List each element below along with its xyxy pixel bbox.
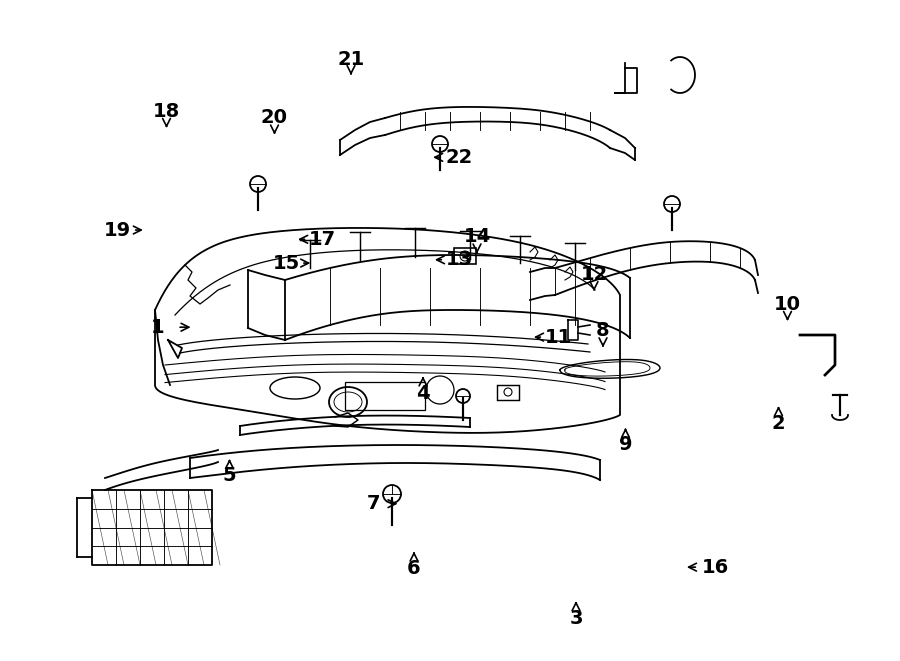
Text: 16: 16 xyxy=(702,558,729,576)
Bar xyxy=(497,385,519,400)
Text: 20: 20 xyxy=(261,108,288,127)
Text: 10: 10 xyxy=(774,295,801,313)
Text: 14: 14 xyxy=(464,227,490,246)
Text: 6: 6 xyxy=(407,559,421,578)
Bar xyxy=(345,382,425,410)
Text: 15: 15 xyxy=(273,254,300,272)
Bar xyxy=(454,248,476,264)
Text: 3: 3 xyxy=(569,609,583,627)
Text: 11: 11 xyxy=(544,328,572,346)
Text: 12: 12 xyxy=(580,265,608,284)
Text: 18: 18 xyxy=(153,102,180,120)
Text: 8: 8 xyxy=(596,321,610,340)
Text: 9: 9 xyxy=(619,435,632,453)
Text: 2: 2 xyxy=(771,414,786,432)
Text: 13: 13 xyxy=(446,251,472,269)
Text: 5: 5 xyxy=(222,467,237,485)
Text: 17: 17 xyxy=(309,230,336,249)
Text: 22: 22 xyxy=(446,148,472,167)
Text: 4: 4 xyxy=(416,384,430,403)
Text: 21: 21 xyxy=(338,50,364,69)
Text: 7: 7 xyxy=(367,494,380,513)
Text: 1: 1 xyxy=(150,318,165,336)
Text: 19: 19 xyxy=(104,221,130,239)
